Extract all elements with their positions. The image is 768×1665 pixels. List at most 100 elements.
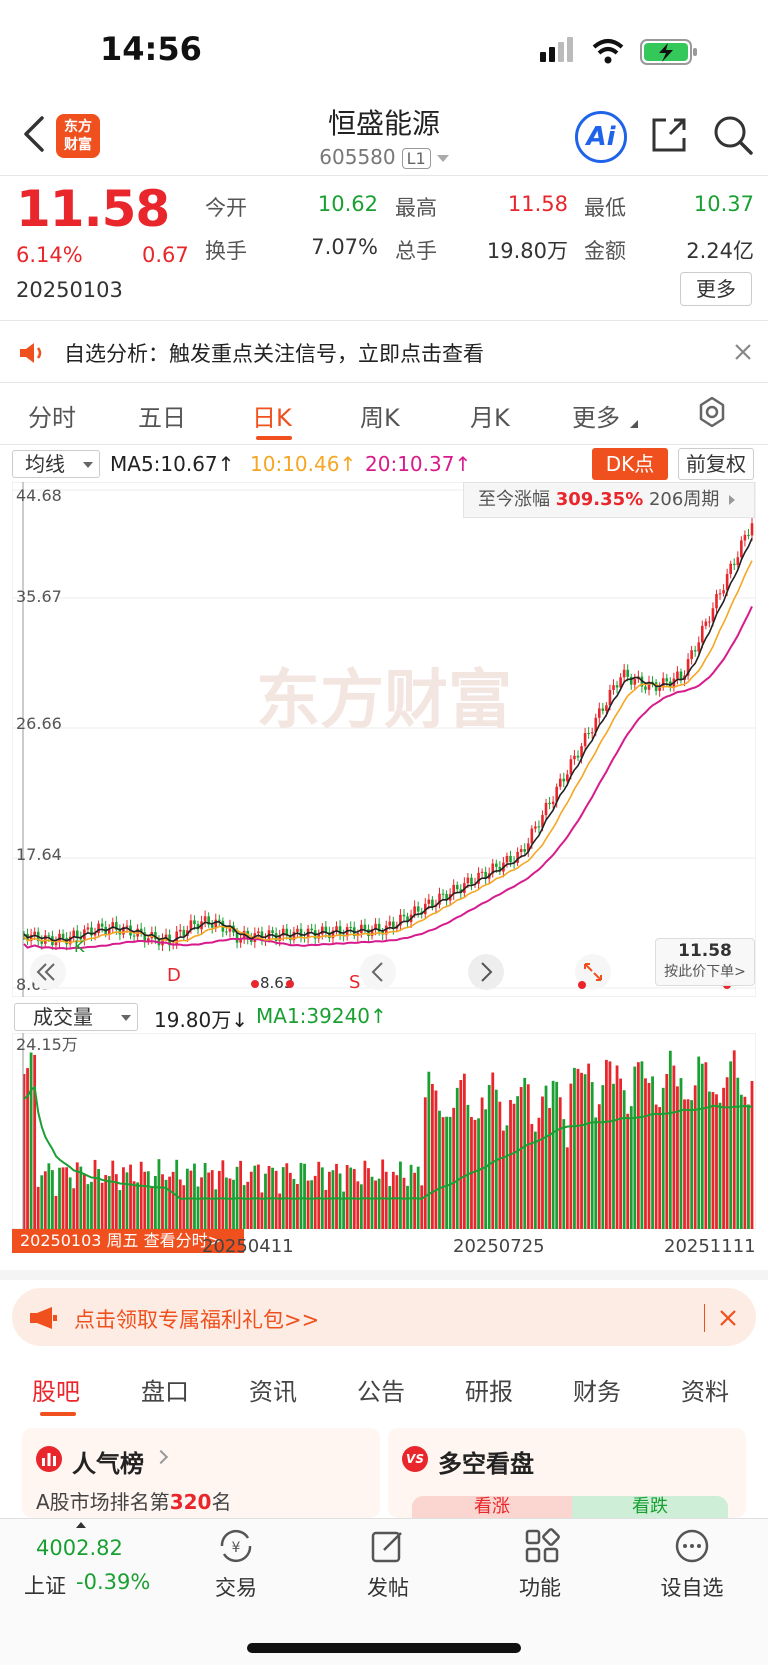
candle-body	[370, 929, 374, 937]
candle-body	[686, 659, 690, 676]
candle-body	[615, 685, 619, 688]
adjust-button[interactable]: 前复权	[678, 448, 754, 480]
chevron-right-icon[interactable]	[468, 954, 504, 990]
nav-trade[interactable]: 交易	[215, 1576, 257, 1600]
promo-banner[interactable]	[12, 1288, 756, 1346]
volume-bar	[590, 1082, 594, 1229]
grid-icon[interactable]	[524, 1528, 560, 1564]
tab-guba[interactable]: 股吧	[32, 1378, 80, 1406]
active-lower-tab-indicator	[40, 1412, 76, 1416]
tab-announcements[interactable]: 公告	[357, 1378, 405, 1406]
ma-select[interactable]: 均线	[12, 450, 100, 478]
date-tag[interactable]: 20250103 周五 查看分时>	[12, 1229, 244, 1253]
tab-pankou[interactable]: 盘口	[141, 1378, 189, 1406]
index-value[interactable]: 4002.82	[36, 1536, 123, 1560]
volume-bar	[750, 1080, 754, 1229]
chevron-left-icon[interactable]	[360, 954, 396, 990]
tab-research[interactable]: 研报	[465, 1378, 513, 1406]
ma-select-label: 均线	[25, 452, 65, 476]
edit-icon[interactable]	[370, 1528, 406, 1564]
share-icon[interactable]	[648, 114, 690, 156]
more-button[interactable]: 更多	[680, 272, 752, 306]
more-dots-icon[interactable]	[674, 1528, 710, 1564]
volume-today: 19.80万↓	[154, 1008, 249, 1032]
volume-bar	[679, 1078, 683, 1229]
current-price: 11.58	[16, 180, 170, 238]
nav-add-watchlist[interactable]: 设自选	[660, 1576, 724, 1600]
candle-body	[132, 935, 136, 937]
volume-bar	[551, 1080, 555, 1229]
bull-button[interactable]: 看涨	[412, 1496, 572, 1518]
rewind-icon[interactable]	[30, 954, 66, 990]
volume-bar	[225, 1177, 228, 1229]
volume-chart[interactable]: 24.15万	[12, 1033, 756, 1229]
candle-body	[107, 928, 111, 935]
header-divider	[0, 175, 768, 176]
quote-divider	[0, 320, 768, 321]
tab-finance[interactable]: 财务	[573, 1378, 621, 1406]
volume-bars	[22, 1050, 754, 1229]
tab-daily-k[interactable]: 日K	[252, 404, 292, 432]
volume-bar	[143, 1171, 147, 1229]
tab-news[interactable]: 资讯	[249, 1378, 297, 1406]
volume-select[interactable]: 成交量	[14, 1003, 138, 1031]
volume-bar	[413, 1172, 417, 1229]
stock-code-row[interactable]: 605580 L1	[0, 145, 768, 169]
tab-more[interactable]: 更多	[572, 404, 620, 432]
candle-body	[441, 893, 445, 895]
tab-profile[interactable]: 资料	[681, 1378, 729, 1406]
candle-body	[349, 927, 353, 929]
nav-functions[interactable]: 功能	[519, 1576, 561, 1600]
volume-bar	[555, 1081, 559, 1229]
volume-bar	[182, 1185, 186, 1229]
volume-bar	[484, 1109, 488, 1229]
nav-post[interactable]: 发帖	[367, 1576, 409, 1600]
ai-button[interactable]: Ai	[575, 111, 627, 163]
candle-body	[292, 931, 296, 941]
volume-bar	[711, 1092, 715, 1229]
candle-body	[704, 621, 708, 626]
stock-name: 恒盛能源	[327, 107, 440, 140]
vs-icon: VS	[402, 1446, 428, 1472]
volume-bar	[342, 1191, 346, 1229]
tab-weekly-k[interactable]: 周K	[360, 404, 400, 432]
volume-bar	[477, 1118, 480, 1229]
low-label: 最低	[584, 196, 626, 220]
candle-body	[146, 938, 150, 942]
expand-icon[interactable]	[575, 954, 611, 990]
volume-max-label: 24.15万	[16, 1035, 78, 1054]
index-name[interactable]: 上证	[24, 1574, 66, 1598]
ma5-line	[23, 537, 753, 943]
dk-point-button[interactable]: DK点	[592, 448, 668, 480]
close-icon[interactable]	[733, 342, 753, 362]
volume-bar	[189, 1170, 193, 1229]
volume-bar	[661, 1087, 665, 1229]
back-icon[interactable]	[20, 114, 46, 154]
tab-five-day[interactable]: 五日	[138, 404, 186, 432]
index-change[interactable]: -0.39%	[76, 1570, 151, 1594]
volume-bar	[693, 1085, 697, 1229]
candle-body	[516, 852, 519, 863]
close-icon[interactable]	[718, 1308, 738, 1328]
candle-body	[690, 650, 693, 660]
trade-icon[interactable]: ¥	[216, 1528, 256, 1564]
volume-bar	[644, 1078, 647, 1229]
bear-button[interactable]: 看跌	[572, 1496, 728, 1518]
gear-icon[interactable]	[696, 396, 728, 428]
volume-bar	[196, 1186, 200, 1229]
tab-intraday[interactable]: 分时	[28, 404, 76, 432]
search-icon[interactable]	[712, 114, 754, 156]
candle-body	[285, 928, 289, 936]
tab-monthly-k[interactable]: 月K	[470, 404, 510, 432]
kline-chart[interactable]: 东方财富 44.68 35.67 26.66 17.64 8.63 8.63 D…	[12, 482, 756, 997]
volume-bar	[707, 1091, 711, 1229]
popularity-rank: A股市场排名第320名	[36, 1490, 232, 1514]
order-price-tag[interactable]: 11.58 按此价下单>	[655, 938, 755, 986]
candle-body	[495, 863, 498, 867]
popularity-card[interactable]	[22, 1428, 380, 1518]
candle-body	[335, 926, 338, 931]
low-value: 10.37	[693, 192, 754, 216]
candle-body	[484, 871, 487, 879]
volume-bar	[487, 1084, 491, 1229]
volume-bar	[651, 1076, 654, 1229]
